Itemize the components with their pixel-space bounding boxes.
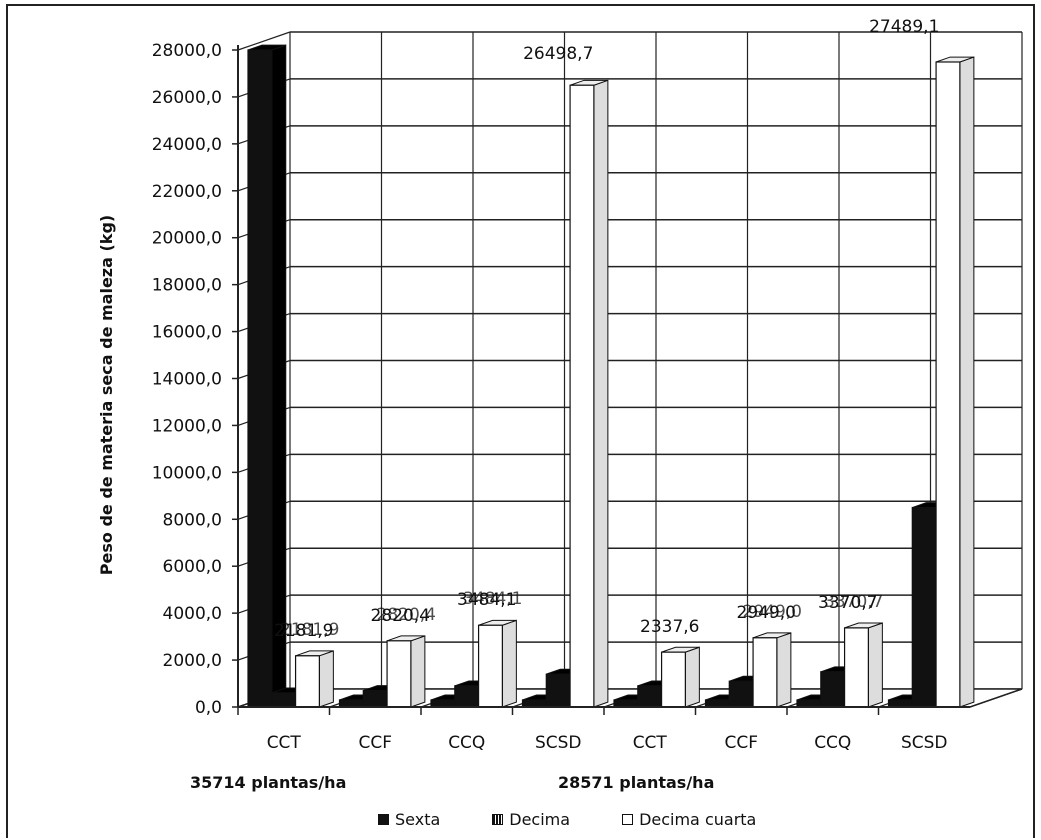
legend-swatch-sexta <box>378 814 389 825</box>
bar-Sexta <box>430 699 456 708</box>
floor-divider <box>969 688 1023 708</box>
legend-item-sexta: Sexta <box>378 810 440 829</box>
data-label: 27489,1 <box>869 17 939 37</box>
legend-item-decima: Decima <box>492 810 570 829</box>
legend-label-decima: Decima <box>509 810 571 829</box>
legend-label-sexta: Sexta <box>395 810 441 829</box>
y-tick-label: 2000,0 <box>163 651 222 671</box>
bar-Sexta <box>796 699 822 708</box>
bar-chart: 0,0 2000,0 4000,0 6000,0 8000,0 10000,0 12000,… <box>97 17 1023 753</box>
bar-Decima cuarta <box>477 624 503 708</box>
legend: Sexta Decima Decima cuarta <box>378 810 756 829</box>
y-tick-label: 14000,0 <box>152 370 222 390</box>
x-category-label: CCF <box>724 733 758 753</box>
x-category-label: CCF <box>358 733 392 753</box>
bar-Sexta <box>521 699 547 708</box>
bar-side-Decima cuarta <box>593 79 609 708</box>
group-label-35714: 35714 plantas/ha <box>190 773 347 792</box>
legend-swatch-decima-cuarta <box>622 814 634 825</box>
bar-Decima cuarta <box>569 84 595 708</box>
y-tick-label: 4000,0 <box>163 604 222 624</box>
x-category-label: CCT <box>267 733 302 753</box>
y-tick-label: 26000,0 <box>152 88 222 108</box>
y-tick-label: 22000,0 <box>152 182 222 202</box>
data-label-overprint: 2820,4 <box>377 605 436 625</box>
y-tick-label: 20000,0 <box>152 229 222 249</box>
y-tick-label: 6000,0 <box>163 557 222 577</box>
group-label-28571: 28571 plantas/ha <box>558 773 715 792</box>
bar-Decima cuarta <box>935 61 961 708</box>
data-label-overprint: 3370,7 <box>824 592 883 612</box>
data-label: 2337,6 <box>640 617 699 637</box>
bar-side-Decima cuarta <box>410 635 426 708</box>
y-tick-label: 16000,0 <box>152 323 222 343</box>
bar-side-Decima cuarta <box>501 619 517 708</box>
bar-Decima <box>454 685 480 708</box>
bar-side-Decima cuarta <box>959 56 975 708</box>
legend-label-decima-cuarta: Decima cuarta <box>639 810 757 829</box>
data-label: 3370,7 <box>818 593 877 613</box>
bar-Decima <box>545 673 571 708</box>
bar-Decima cuarta <box>752 637 778 708</box>
bar-Decima <box>728 680 754 708</box>
x-category-label: SCSD <box>901 733 948 753</box>
bar-side-Sexta <box>271 44 287 708</box>
data-label-overprint: 2181,9 <box>280 620 339 640</box>
data-label-overprint: 3484,1 <box>463 589 522 609</box>
bar-Sexta <box>613 699 639 708</box>
bar-Decima <box>911 506 937 708</box>
y-tick-label: 10000,0 <box>152 463 222 483</box>
bar-side-Decima cuarta <box>867 622 883 708</box>
bar-Decima cuarta <box>386 640 412 708</box>
legend-item-decima-cuarta: Decima cuarta <box>622 810 756 829</box>
x-category-label: SCSD <box>535 733 582 753</box>
bar-Sexta <box>704 699 730 708</box>
y-tick-label: 12000,0 <box>152 416 222 436</box>
bar-Sexta <box>338 699 364 708</box>
bar-side-Decima cuarta <box>318 650 334 708</box>
bar-Sexta <box>887 699 913 708</box>
data-label: 3484,1 <box>457 590 516 610</box>
bar-Decima <box>820 671 846 708</box>
y-tick-label: 28000,0 <box>152 41 222 61</box>
bar-Decima <box>637 685 663 708</box>
gridline-side <box>237 31 291 51</box>
bar-side-Decima cuarta <box>684 646 700 708</box>
legend-swatch-decima <box>492 814 504 825</box>
x-category-label: CCT <box>633 733 668 753</box>
data-label-overprint: 2949,0 <box>743 602 802 622</box>
y-tick-label: 18000,0 <box>152 276 222 296</box>
y-tick-label: 24000,0 <box>152 135 222 155</box>
data-label: 2181,9 <box>274 621 333 641</box>
y-axis-label: Peso de de materia seca de maleza (kg) <box>97 215 116 575</box>
bar-Decima cuarta <box>294 655 320 708</box>
y-tick-label: 8000,0 <box>163 510 222 530</box>
data-label: 26498,7 <box>523 44 593 64</box>
y-tick-label: 0,0 <box>195 698 222 718</box>
bar-side-Decima cuarta <box>776 632 792 708</box>
x-category-label: CCQ <box>448 733 485 753</box>
chart-frame <box>6 4 1035 838</box>
bar-Decima cuarta <box>843 627 869 708</box>
bar-Sexta <box>247 49 273 708</box>
x-category-label: CCQ <box>814 733 851 753</box>
bar-Decima cuarta <box>660 651 686 708</box>
bar-Decima <box>362 689 388 708</box>
bar-Decima <box>271 692 297 708</box>
data-label: 2949,0 <box>737 603 796 623</box>
data-label: 2820,4 <box>371 606 430 626</box>
